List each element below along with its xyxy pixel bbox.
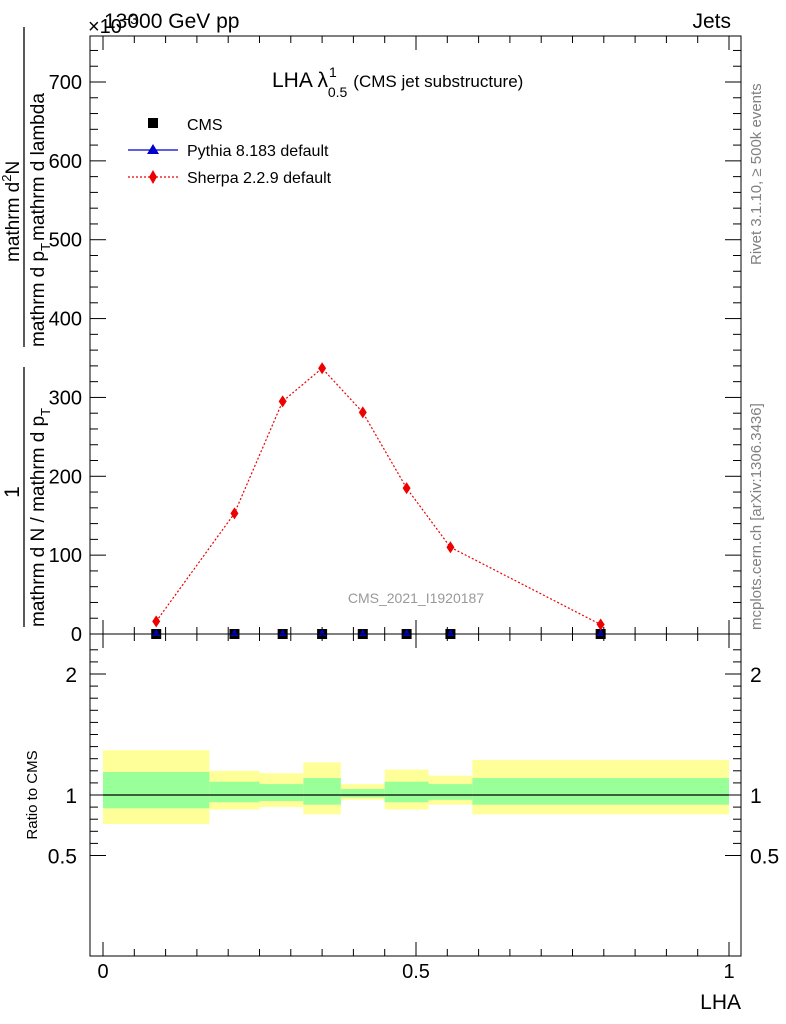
main-axis-ticks: 0 100 200 300 400 500 600 700 <box>49 36 741 646</box>
ylabel-main-den-a: mathrm d p <box>28 251 49 347</box>
ratio-band-green <box>259 784 304 802</box>
ylabel-prefix-den-sub: T <box>38 408 53 416</box>
main-ytick-label: 100 <box>49 545 82 567</box>
ylabel-main-den-tail: mathrm d lambda <box>28 93 49 241</box>
sherpa-point <box>152 615 161 628</box>
ratio-ytick-label-right: 2 <box>750 664 762 687</box>
header-left: 13000 GeV pp <box>104 10 239 33</box>
watermark: CMS_2021_I1920187 <box>348 590 484 606</box>
sherpa-point <box>596 618 605 631</box>
plot-title-sub: 0.5 <box>328 84 348 100</box>
main-ytick-label: 300 <box>49 387 82 409</box>
sherpa-point <box>278 395 287 408</box>
main-ytick-label: 400 <box>49 309 82 331</box>
main-ytick-label: 700 <box>49 72 82 94</box>
plot-title-main: LHA λ <box>272 69 329 92</box>
exponent-prefix: ×10 <box>88 16 122 38</box>
ylabel-prefix-den-main: mathrm d N / mathrm d p <box>28 416 49 627</box>
legend-pythia-label: Pythia 8.183 default <box>187 143 329 160</box>
rivet-label: Rivet 3.1.10, ≥ 500k events <box>748 83 765 265</box>
ylabel-main-den-sub: T <box>38 243 53 251</box>
sherpa-point <box>318 362 327 375</box>
header-right: Jets <box>692 10 731 33</box>
legend-cms-label: CMS <box>187 117 223 134</box>
sherpa-line <box>155 367 601 626</box>
plot-title-sup: 1 <box>329 64 337 80</box>
sherpa-point <box>230 507 239 520</box>
main-ytick-label: 0 <box>71 624 82 646</box>
ratio-band-green <box>209 781 260 803</box>
ratio-ytick-label-right: 0.5 <box>750 846 779 869</box>
ylabel-main-num-sup: 2 <box>0 175 14 182</box>
legend-cms-marker <box>148 118 158 128</box>
sherpa-point <box>358 406 367 419</box>
mcplots-label: mcplots.cern.ch [arXiv:1306.3436] <box>748 403 765 630</box>
ratio-ytick-label-left: 1 <box>65 785 77 808</box>
main-ytick-label: 500 <box>49 230 82 252</box>
ratio-plot: 0.5 0.5 1 1 2 2 0 0.5 1 <box>48 633 779 983</box>
ylabel-main-num: mathrm d2N <box>0 161 24 262</box>
ratio-band-green <box>340 788 385 798</box>
ylabel-main-den: mathrm d pTmathrm d lambda <box>28 93 53 347</box>
legend-sherpa-marker <box>149 170 157 184</box>
ratio-band-green <box>384 781 429 803</box>
ratio-bands <box>103 750 729 825</box>
ratio-band-green <box>303 778 341 805</box>
ylabel-main-num-tail: N <box>3 161 24 175</box>
sherpa-point <box>446 541 455 554</box>
ratio-axis-ticks: 0.5 0.5 1 1 2 2 0 0.5 1 <box>48 634 779 983</box>
ratio-band-green <box>472 778 729 805</box>
x-axis-label: LHA <box>700 991 741 1014</box>
legend: CMS Pythia 8.183 default Sherpa 2.2.9 de… <box>128 117 332 187</box>
ratio-ytick-label-left: 2 <box>65 664 77 687</box>
ratio-band-green <box>103 772 210 809</box>
ratio-ylabel: Ratio to CMS <box>24 750 41 839</box>
plot-title: LHA λ1 0.5 (CMS jet substructure) <box>272 64 523 100</box>
ratio-xtick-label: 0.5 <box>402 961 430 983</box>
main-ytick-label: 600 <box>49 151 82 173</box>
ratio-plot-frame <box>89 633 742 957</box>
ratio-band-green <box>428 784 473 800</box>
ratio-xtick-label: 0 <box>97 961 108 983</box>
ylabel-prefix-den: mathrm d N / mathrm d pT <box>28 408 53 627</box>
exponent-power: −3 <box>122 11 138 27</box>
ratio-xtick-label: 1 <box>723 961 734 983</box>
ratio-ytick-label-left: 0.5 <box>48 846 77 869</box>
legend-sherpa-label: Sherpa 2.2.9 default <box>187 170 332 187</box>
ylabel-main-num-a: mathrm d <box>3 182 24 262</box>
sherpa-curve <box>155 367 601 626</box>
sherpa-point <box>402 482 411 495</box>
legend-pythia-marker <box>147 144 159 154</box>
ylabel-prefix-num: 1 <box>1 486 24 498</box>
main-ylabel: 1 mathrm d N / mathrm d pT mathrm d2N ma… <box>0 27 53 627</box>
main-ytick-label: 200 <box>49 466 82 488</box>
exponent-label: ×10−3 <box>88 11 138 38</box>
ratio-ytick-label-right: 1 <box>750 785 762 808</box>
plot-title-suffix: (CMS jet substructure) <box>353 72 523 91</box>
